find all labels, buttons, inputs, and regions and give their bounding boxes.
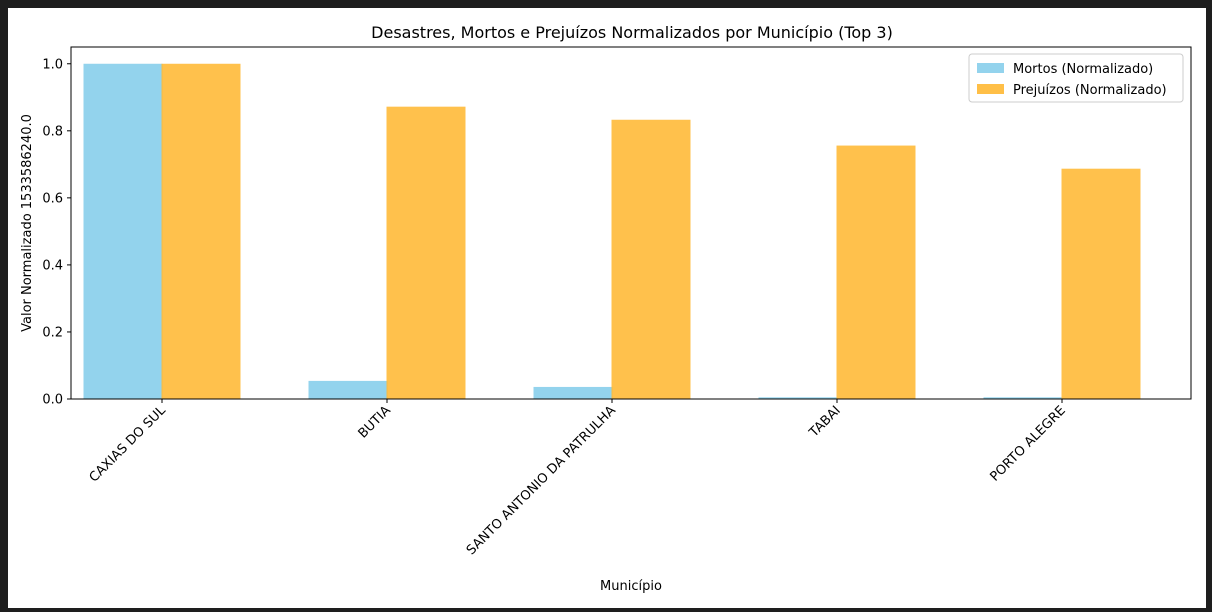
y-axis-label: Valor Normalizado 1533586240.0 xyxy=(20,114,35,332)
x-axis: CAXIAS DO SUL BUTIA SANTO ANTONIO DA PATRU… xyxy=(87,399,1069,558)
legend-entry: Mortos (Normalizado) xyxy=(1013,62,1153,77)
bar-mortos-3 xyxy=(758,397,838,399)
bar-prejuizos-1 xyxy=(386,106,466,400)
legend-box xyxy=(968,53,1184,103)
bar-mortos-0 xyxy=(83,63,163,400)
legend-swatch xyxy=(977,84,1004,94)
bar-prejuizos-3 xyxy=(836,145,916,399)
bar-prejuizos-0 xyxy=(161,63,241,400)
plot-area-frame xyxy=(70,46,1192,400)
x-axis-label: Município xyxy=(600,579,662,594)
x-tick-label: PORTO ALEGRE xyxy=(987,403,1068,484)
y-tick-label: 0.2 xyxy=(42,325,63,340)
x-tick-label: CAXIAS DO SUL xyxy=(87,403,170,486)
y-tick-label: 0.0 xyxy=(42,393,63,408)
y-axis: 0.0 0.2 0.4 0.6 0.8 1.0 xyxy=(42,57,71,408)
bar-mortos-4 xyxy=(983,397,1063,399)
legend-entry: Prejuízos (Normalizado) xyxy=(1013,83,1167,98)
x-tick-label: BUTIA xyxy=(356,403,394,441)
bar-mortos-1 xyxy=(308,380,388,399)
y-tick-label: 0.4 xyxy=(42,258,63,273)
legend: Mortos (Normalizado) Prejuízos (Normaliza… xyxy=(968,53,1184,103)
bar-mortos-2 xyxy=(533,386,613,399)
x-tick-label: TABAI xyxy=(806,403,844,441)
chart-figure: Desastres, Mortos e Prejuízos Normalizad… xyxy=(8,8,1206,608)
bar-prejuizos-4 xyxy=(1061,168,1141,399)
bar-prejuizos-2 xyxy=(611,119,691,399)
bar-chart: Desastres, Mortos e Prejuízos Normalizad… xyxy=(20,23,1192,594)
y-tick-label: 0.6 xyxy=(42,191,63,206)
x-tick-label: SANTO ANTONIO DA PATRULHA xyxy=(464,403,619,558)
chart-title: Desastres, Mortos e Prejuízos Normalizad… xyxy=(371,23,893,42)
legend-swatch xyxy=(977,63,1004,73)
y-tick-label: 1.0 xyxy=(42,57,63,72)
y-tick-label: 0.8 xyxy=(42,124,63,139)
bars-group xyxy=(83,63,1141,400)
